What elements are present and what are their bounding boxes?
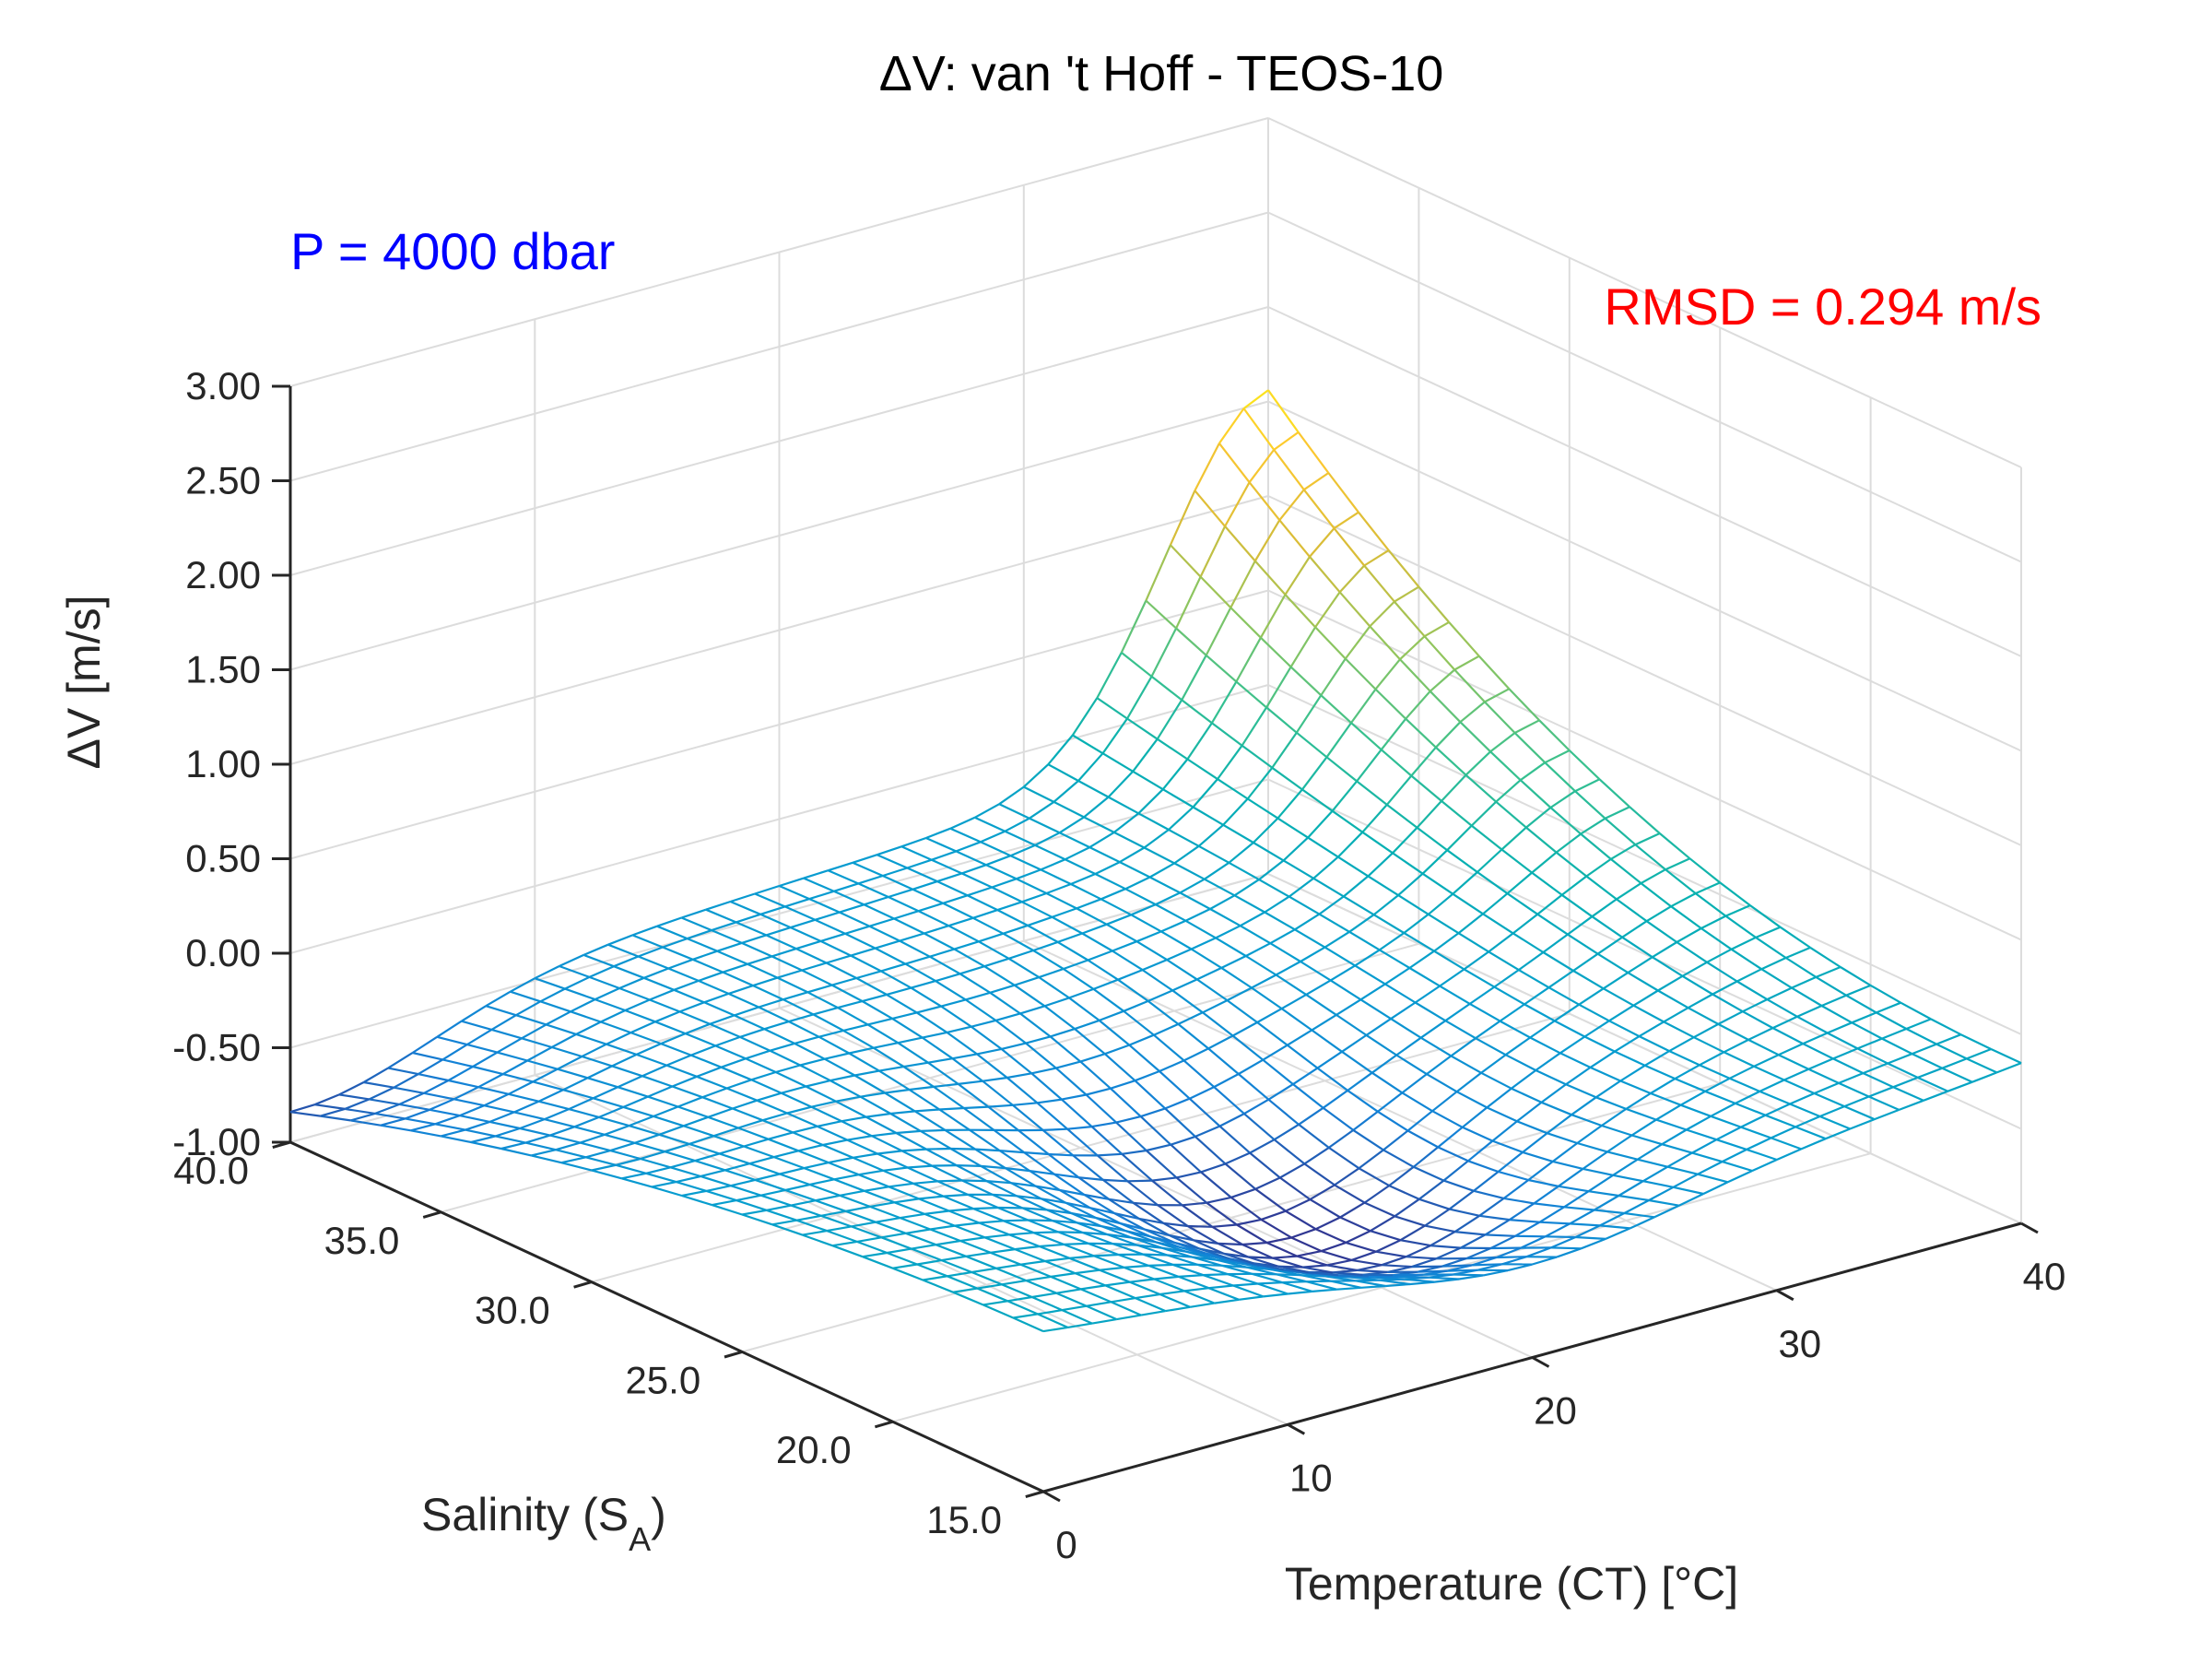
mesh-line-sa bbox=[932, 1165, 957, 1166]
y-axis-label-main: Salinity (S bbox=[421, 1489, 629, 1540]
mesh-line-ct bbox=[1466, 1257, 1497, 1258]
mesh-line-sa bbox=[1148, 1265, 1173, 1266]
mesh-line-sa bbox=[1064, 1244, 1088, 1245]
mesh-line-sa bbox=[1043, 1129, 1068, 1130]
mesh-line-sa bbox=[1049, 1154, 1074, 1155]
z-tick-label: 2.00 bbox=[185, 553, 261, 596]
mesh-line-sa bbox=[921, 1130, 946, 1131]
mesh-line-ct bbox=[1369, 1277, 1399, 1278]
mesh-line-ct bbox=[1485, 1234, 1515, 1235]
mesh-line-sa bbox=[939, 1108, 964, 1110]
mesh-line-ct bbox=[1551, 1247, 1582, 1248]
rmsd-annotation: RMSD = 0.294 m/s bbox=[1604, 277, 2041, 336]
sa-tick-label: 20.0 bbox=[776, 1428, 852, 1471]
ct-tick-label: 30 bbox=[1778, 1322, 1821, 1365]
ct-tick-label: 0 bbox=[1055, 1523, 1077, 1566]
x-axis-label: Temperature (CT) [°C] bbox=[1285, 1558, 1738, 1610]
mesh-line-ct bbox=[1546, 1236, 1576, 1237]
mesh-line-sa bbox=[926, 1149, 951, 1150]
mesh-line-ct bbox=[1515, 1236, 1546, 1237]
mesh-line-sa bbox=[957, 1165, 982, 1166]
mesh-line-ct bbox=[1399, 1277, 1430, 1278]
z-tick-label: 2.50 bbox=[185, 459, 261, 502]
sa-tick-label: 30.0 bbox=[475, 1289, 550, 1332]
mesh-line-sa bbox=[1127, 1181, 1152, 1182]
chart-title: ΔV: van 't Hoff - TEOS-10 bbox=[879, 46, 1444, 101]
mesh-line-sa bbox=[1034, 1232, 1059, 1233]
mesh-line-sa bbox=[1094, 1255, 1119, 1256]
sa-tick-label: 40.0 bbox=[173, 1149, 249, 1192]
mesh-line-sa bbox=[964, 1107, 989, 1108]
mesh-line-sa bbox=[973, 1208, 998, 1209]
mesh-line-sa bbox=[951, 1149, 976, 1150]
ct-tick-label: 20 bbox=[1534, 1389, 1577, 1433]
mesh-line-sa bbox=[1203, 1274, 1228, 1275]
mesh-line-ct bbox=[1393, 1275, 1423, 1276]
mesh-line-ct bbox=[1418, 1271, 1448, 1272]
mesh-line-ct bbox=[1472, 1264, 1502, 1265]
z-tick-label: -0.50 bbox=[172, 1026, 261, 1069]
y-axis-label-subscript: A bbox=[629, 1520, 651, 1558]
z-tick-label: 0.50 bbox=[185, 837, 261, 880]
z-tick-label: 1.50 bbox=[185, 648, 261, 691]
mesh-line-ct bbox=[1442, 1265, 1473, 1266]
ct-tick-label: 40 bbox=[2023, 1255, 2066, 1298]
mesh-line-sa bbox=[1258, 1282, 1283, 1283]
sa-tick-label: 25.0 bbox=[625, 1358, 700, 1401]
mesh-line-sa bbox=[1188, 1226, 1213, 1227]
y-axis-label-end: ) bbox=[651, 1489, 666, 1540]
mesh-line-sa bbox=[1103, 1180, 1128, 1181]
mesh-line-sa bbox=[937, 1181, 962, 1182]
mesh-line-sa bbox=[962, 1181, 987, 1182]
pressure-annotation: P = 4000 dbar bbox=[290, 222, 615, 280]
sa-tick-label: 15.0 bbox=[926, 1498, 1002, 1541]
mesh-line-ct bbox=[1453, 1275, 1484, 1276]
z-tick-label: 0.00 bbox=[185, 931, 261, 974]
mesh-line-ct bbox=[1448, 1270, 1478, 1271]
z-tick-label: 1.00 bbox=[185, 742, 261, 785]
z-axis-label: ΔV [m/s] bbox=[58, 596, 110, 770]
z-tick-label: 3.00 bbox=[185, 364, 261, 407]
sa-tick-label: 35.0 bbox=[324, 1219, 400, 1262]
ct-tick-label: 10 bbox=[1289, 1456, 1333, 1499]
